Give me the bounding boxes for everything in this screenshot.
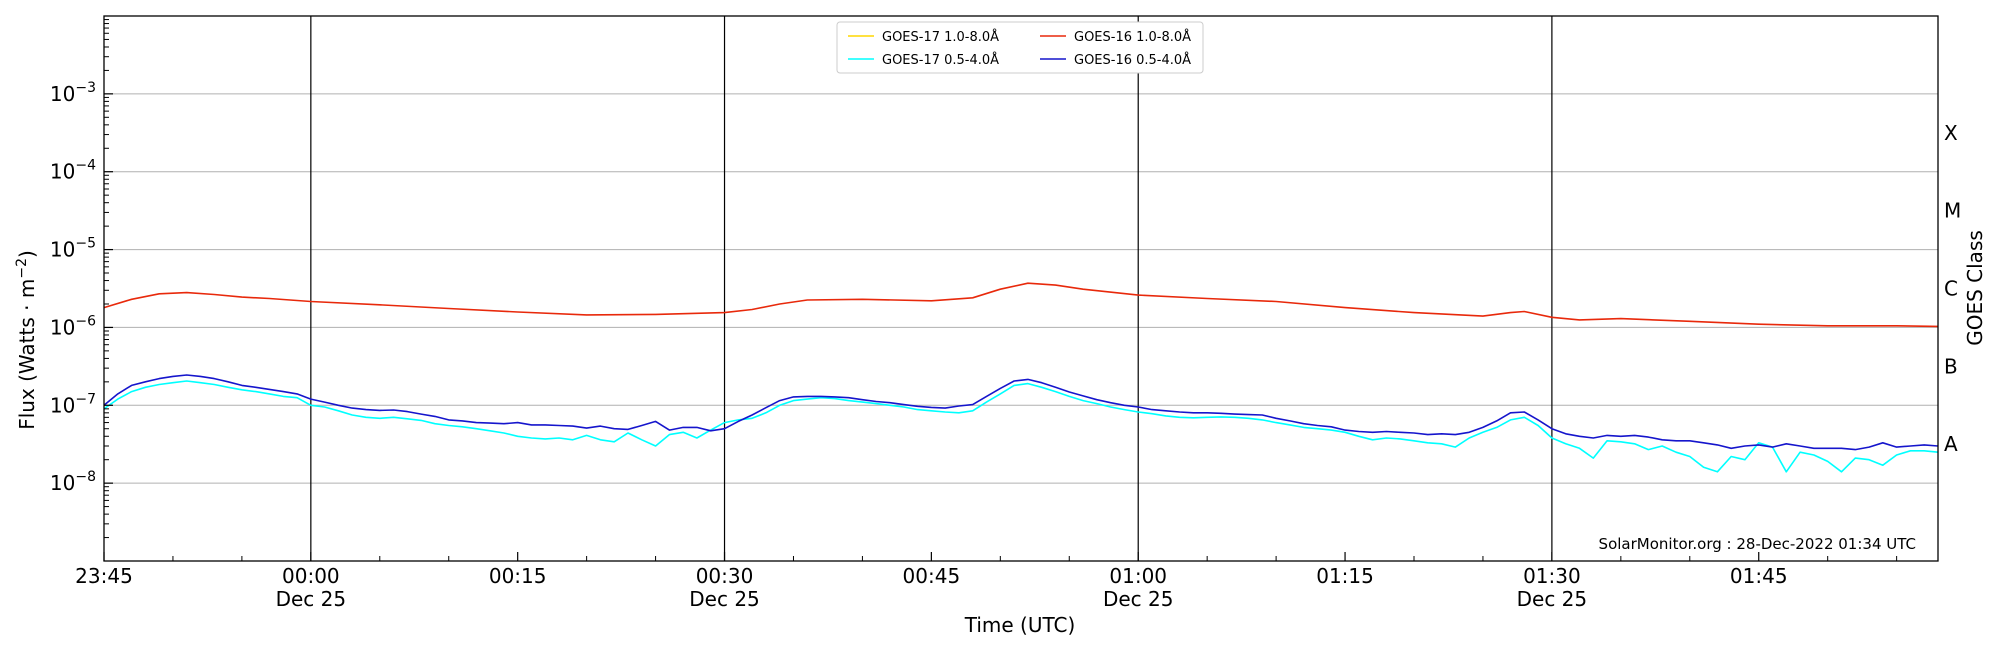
y-tick-label: 10−6 — [50, 313, 96, 339]
legend-label: GOES-16 1.0-8.0Å — [1074, 29, 1191, 45]
plot-frame — [103, 15, 1939, 562]
x-tick-label: 01:30 — [1523, 564, 1581, 588]
x-tick-date-label: Dec 25 — [1517, 587, 1588, 611]
goes-class-label: C — [1944, 277, 1958, 301]
x-axis-title: Time (UTC) — [964, 613, 1076, 637]
x-tick-label: 00:00 — [282, 564, 340, 588]
series-line — [103, 380, 1939, 473]
x-tick-label: 23:45 — [75, 564, 133, 588]
x-tick-label: 00:30 — [696, 564, 754, 588]
goes-class-label: A — [1944, 432, 1958, 456]
y-tick-label: 10−7 — [50, 391, 96, 417]
credit-text: SolarMonitor.org : 28-Dec-2022 01:34 UTC — [1599, 535, 1916, 553]
legend-label: GOES-16 0.5-4.0Å — [1074, 52, 1191, 68]
y-tick-label: 10−4 — [50, 158, 96, 184]
right-axis-title: GOES Class — [1963, 230, 1987, 346]
svg-text:Flux (Watts · m−2): Flux (Watts · m−2) — [14, 250, 39, 430]
y-tick-label: 10−5 — [50, 236, 96, 262]
x-tick-label: 01:45 — [1730, 564, 1788, 588]
horizontal-gridlines — [104, 93, 1938, 484]
series-line — [103, 374, 1939, 451]
y-axis-title: Flux (Watts · m−2) — [14, 250, 39, 430]
y-axis-ticks: 10−8 10−7 10−6 10−5 10−4 10−3 — [50, 19, 113, 539]
x-tick-label: 01:00 — [1109, 564, 1167, 588]
goes-class-label: B — [1944, 354, 1958, 378]
x-tick-date-label: Dec 25 — [1103, 587, 1174, 611]
x-tick-label: 00:15 — [489, 564, 547, 588]
y-tick-label: 10−3 — [50, 80, 96, 106]
svg-text:GOES Class: GOES Class — [1963, 230, 1987, 346]
x-tick-date-label: Dec 25 — [276, 587, 347, 611]
series-line — [103, 282, 1939, 328]
goes-class-label: M — [1944, 199, 1961, 223]
goes-class-labels: X M C B A — [1944, 121, 1961, 456]
x-tick-label: 00:45 — [903, 564, 961, 588]
x-tick-date-label: Dec 25 — [689, 587, 760, 611]
legend-box — [836, 21, 1204, 74]
legend-label: GOES-17 0.5-4.0Å — [882, 52, 999, 68]
legend-label: GOES-17 1.0-8.0Å — [882, 29, 999, 45]
x-tick-label: 01:15 — [1316, 564, 1374, 588]
goes-class-label: X — [1944, 121, 1958, 145]
legend: GOES-17 1.0-8.0Å GOES-17 0.5-4.0Å GOES-16 … — [836, 21, 1204, 74]
series-lines — [103, 282, 1939, 473]
y-tick-label: 10−8 — [50, 469, 96, 495]
vertical-gridlines — [310, 16, 1553, 561]
